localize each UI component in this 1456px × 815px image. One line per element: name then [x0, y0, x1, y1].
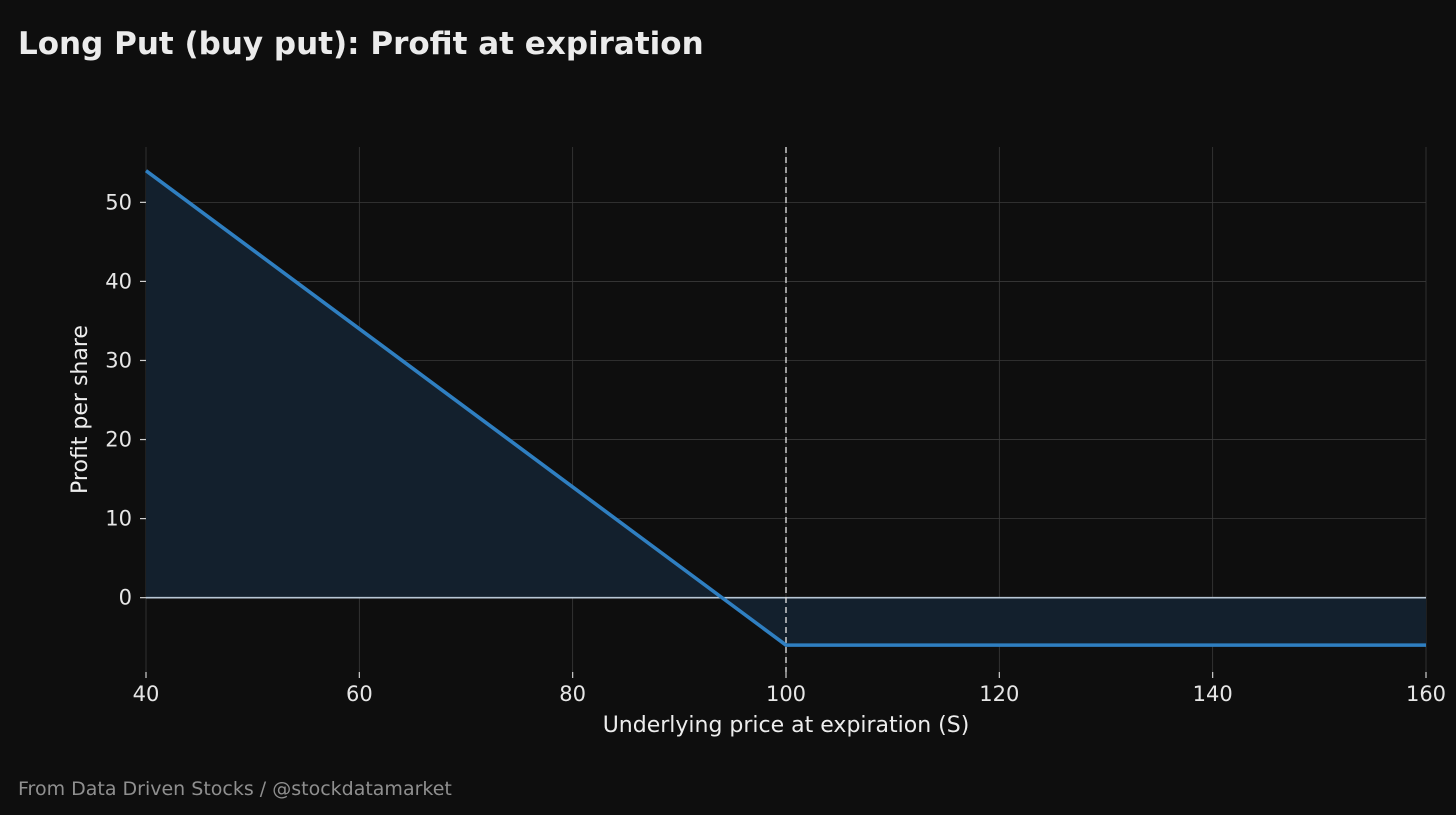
- x-tick-label: 140: [1193, 682, 1233, 706]
- profit-fill-area: [146, 170, 1426, 646]
- x-tick-label: 120: [979, 682, 1019, 706]
- x-ticks: 40 60 80 100 120 140 160: [133, 672, 1446, 706]
- profit-line: [144, 169, 1426, 647]
- y-tick-label: 10: [105, 507, 132, 531]
- x-tick-label: 80: [559, 682, 586, 706]
- x-tick-label: 160: [1406, 682, 1446, 706]
- y-tick-label: 40: [105, 269, 132, 293]
- x-axis-label: Underlying price at expiration (S): [603, 713, 970, 738]
- x-tick-label: 40: [133, 682, 160, 706]
- y-tick-label: 50: [105, 190, 132, 214]
- y-tick-label: 0: [119, 586, 132, 610]
- y-tick-label: 20: [105, 428, 132, 452]
- footer-credit: From Data Driven Stocks / @stockdatamark…: [18, 778, 452, 800]
- chart-title: Long Put (buy put): Profit at expiration: [18, 26, 704, 62]
- y-ticks: 0 10 20 30 40 50: [105, 190, 146, 610]
- y-tick-label: 30: [105, 348, 132, 372]
- x-tick-label: 60: [346, 682, 373, 706]
- y-axis-label: Profit per share: [68, 325, 93, 494]
- x-tick-label: 100: [766, 682, 806, 706]
